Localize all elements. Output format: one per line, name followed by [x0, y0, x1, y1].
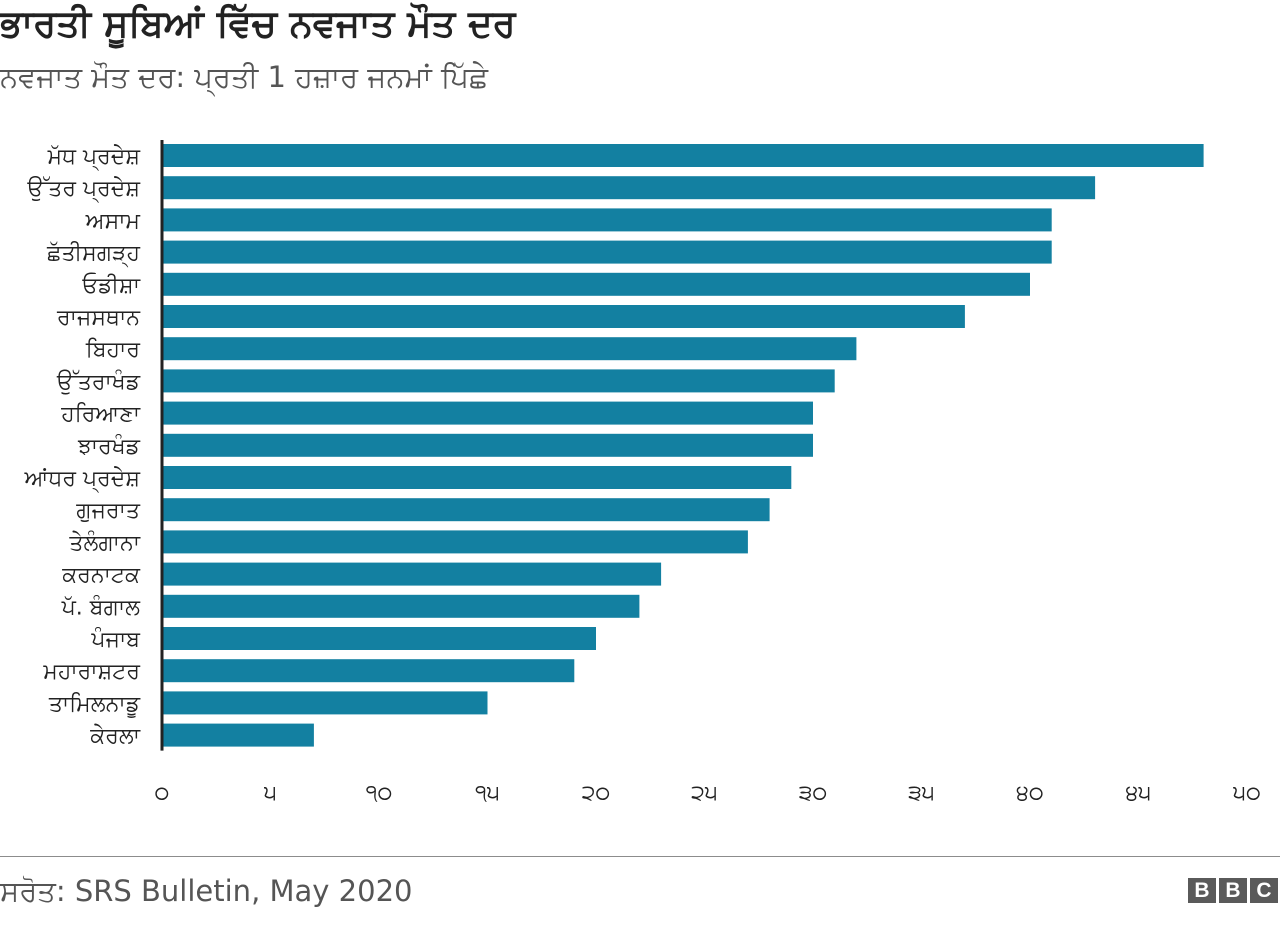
- bar-6: [162, 337, 857, 361]
- category-label-17: ਤਾਮਿਲਨਾਡੂ: [48, 692, 141, 719]
- category-label-9: ਝਾਰਖੰਡ: [77, 434, 141, 459]
- category-label-11: ਗੁਜਰਾਤ: [75, 499, 141, 524]
- x-tick-label-7: ੩੫: [908, 781, 935, 806]
- category-label-16: ਮਹਾਰਾਸ਼ਟਰ: [42, 660, 140, 685]
- category-label-12: ਤੇਲੰਗਾਨਾ: [68, 530, 140, 556]
- chart-subtitle: ਨਵਜਾਤ ਮੌਤ ਦਰ: ਪ੍ਰਤੀ 1 ਹਜ਼ਾਰ ਜਨਮਾਂ ਪਿੱਛੇ: [0, 60, 489, 94]
- bar-12: [162, 530, 748, 554]
- bar-1: [162, 176, 1096, 200]
- bar-10: [162, 466, 792, 489]
- x-tick-label-1: ੫: [264, 781, 277, 806]
- footer-divider: [0, 856, 1280, 857]
- category-label-2: ਅਸਾਮ: [85, 209, 141, 234]
- bar-8: [162, 401, 813, 425]
- category-label-18: ਕੇਰਲਾ: [89, 723, 141, 749]
- x-tick-label-5: ੨੫: [691, 781, 718, 806]
- source-note: ਸਰੋਤ: SRS Bulletin, May 2020: [0, 874, 413, 908]
- category-label-13: ਕਰਨਾਟਕ: [61, 563, 141, 588]
- category-label-1: ਉੱਤਰ ਪ੍ਰਦੇਸ਼: [26, 176, 140, 204]
- bar-3: [162, 240, 1052, 264]
- bar-chart: ਮੱਧ ਪ੍ਰਦੇਸ਼ ਉੱਤਰ ਪ੍ਰਦੇਸ਼ ਅਸਾਮ ਛੱਤੀਸਗੜ੍ਹ ਓਡੀਸ…: [23, 140, 1261, 806]
- x-tick-label-0: ੦: [155, 781, 170, 806]
- bar-15: [162, 627, 596, 650]
- category-label-3: ਛੱਤੀਸਗੜ੍ਹ: [46, 241, 140, 268]
- bar-0: [162, 144, 1204, 167]
- category-label-15: ਪੰਜਾਬ: [90, 628, 141, 653]
- bar-14: [162, 594, 640, 618]
- bbc-logo: B B C: [1188, 878, 1278, 903]
- category-label-0: ਮੱਧ ਪ੍ਰਦੇਸ਼: [47, 144, 141, 172]
- category-label-4: ਓਡੀਸ਼ਾ: [81, 272, 140, 298]
- category-label-10: ਆਂਧਰ ਪ੍ਰਦੇਸ਼: [23, 466, 140, 494]
- category-label-8: ਹਰਿਆਣਾ: [60, 402, 140, 427]
- category-label-7: ਉੱਤਰਾਖੰਡ: [56, 369, 141, 395]
- bar-16: [162, 659, 575, 683]
- bbc-logo-letter-c: C: [1250, 878, 1278, 903]
- bar-4: [162, 272, 1030, 296]
- bar-18: [162, 723, 314, 747]
- category-label-6: ਬਿਹਾਰ: [85, 338, 141, 363]
- bar-17: [162, 691, 488, 715]
- bbc-logo-letter-b2: B: [1219, 878, 1247, 903]
- x-tick-label-6: ੩੦: [799, 781, 827, 806]
- bar-5: [162, 305, 965, 328]
- bar-2: [162, 208, 1052, 232]
- bar-9: [162, 433, 813, 457]
- x-tick-label-2: ੧੦: [366, 781, 393, 806]
- category-label-5: ਰਾਜਸਥਾਨ: [56, 306, 141, 331]
- x-tick-label-10: ੫੦: [1233, 781, 1261, 806]
- category-label-14: ਪੱ. ਬੰਗਾਲ: [61, 595, 142, 620]
- bar-13: [162, 562, 662, 586]
- chart-title: ਭਾਰਤੀ ਸੂਬਿਆਂ ਵਿੱਚ ਨਵਜਾਤ ਮੌਤ ਦਰ: [0, 2, 516, 45]
- bbc-logo-letter-b1: B: [1188, 878, 1216, 903]
- bar-7: [162, 369, 835, 393]
- x-tick-label-8: ੪੦: [1016, 781, 1043, 806]
- x-tick-label-9: ੪੫: [1126, 781, 1152, 806]
- x-tick-label-3: ੧੫: [475, 781, 500, 806]
- x-tick-label-4: ੨੦: [582, 781, 610, 806]
- bar-11: [162, 498, 770, 522]
